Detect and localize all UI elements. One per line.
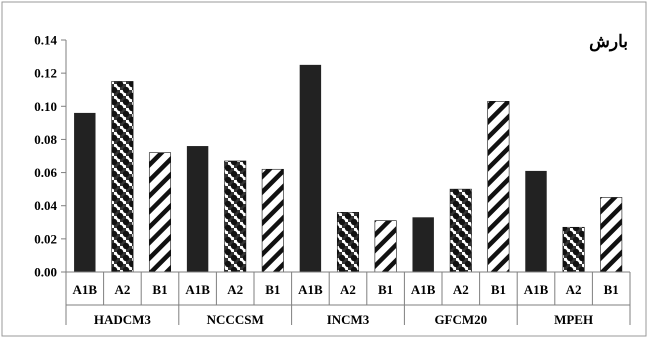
x-group-label: HADCM3 bbox=[94, 312, 152, 327]
bar-mpeh-a1b bbox=[525, 170, 547, 272]
x-scenario-label: B1 bbox=[152, 282, 167, 297]
x-group-label: INCM3 bbox=[327, 312, 370, 327]
bar-incm3-b1 bbox=[374, 220, 397, 273]
chart-title: بارش bbox=[589, 32, 628, 52]
x-scenario-label: A1B bbox=[298, 282, 323, 297]
y-axis: 0.00 0.02 0.04 0.06 0.08 0.10 0.12 0.14 bbox=[34, 33, 67, 280]
x-group-label: MPEH bbox=[554, 312, 593, 327]
bar-hadcm3-a2 bbox=[111, 81, 134, 273]
y-tick-label: 0.14 bbox=[34, 33, 57, 48]
bar-incm3-a2 bbox=[336, 212, 360, 273]
x-scenario-label: A2 bbox=[227, 282, 243, 297]
y-tick-label: 0.12 bbox=[34, 66, 57, 81]
x-scenario-label: B1 bbox=[604, 282, 619, 297]
chart-border bbox=[1, 1, 647, 337]
bar-ncccsm-a2 bbox=[224, 160, 247, 273]
bar-hadcm3-b1 bbox=[148, 152, 172, 273]
bar-hadcm3-a1b bbox=[74, 112, 96, 272]
bar-mpeh-b1 bbox=[600, 197, 623, 273]
y-tick-label: 0.04 bbox=[34, 198, 57, 213]
y-tick-label: 0.08 bbox=[34, 132, 57, 147]
y-tick-label: 0.00 bbox=[34, 265, 57, 280]
x-scenario-label: A2 bbox=[114, 282, 130, 297]
x-scenario-label: A2 bbox=[340, 282, 356, 297]
bar-gfcm20-b1 bbox=[487, 101, 510, 273]
bar-gfcm20-a1b bbox=[412, 217, 434, 272]
x-scenario-label: A1B bbox=[73, 282, 98, 297]
bar-ncccsm-b1 bbox=[261, 168, 284, 273]
x-scenario-label: A1B bbox=[185, 282, 210, 297]
x-scenario-label: B1 bbox=[491, 282, 506, 297]
y-tick-label: 0.02 bbox=[34, 231, 57, 246]
bar-gfcm20-a2 bbox=[449, 188, 472, 273]
bar-ncccsm-a1b bbox=[186, 146, 209, 272]
x-scenario-label: A2 bbox=[566, 282, 582, 297]
x-scenario-label: A1B bbox=[411, 282, 436, 297]
x-scenario-label: B1 bbox=[378, 282, 393, 297]
x-group-label: GFCM20 bbox=[434, 312, 487, 327]
x-group-label: NCCCSM bbox=[207, 312, 264, 327]
x-scenario-label: A2 bbox=[453, 282, 469, 297]
y-tick-label: 0.10 bbox=[34, 99, 57, 114]
bar-incm3-a1b bbox=[299, 64, 322, 272]
bar-mpeh-a2 bbox=[562, 226, 585, 273]
x-scenario-label: B1 bbox=[265, 282, 280, 297]
x-scenario-label: A1B bbox=[524, 282, 549, 297]
y-tick-label: 0.06 bbox=[34, 165, 57, 180]
bars bbox=[74, 64, 623, 273]
